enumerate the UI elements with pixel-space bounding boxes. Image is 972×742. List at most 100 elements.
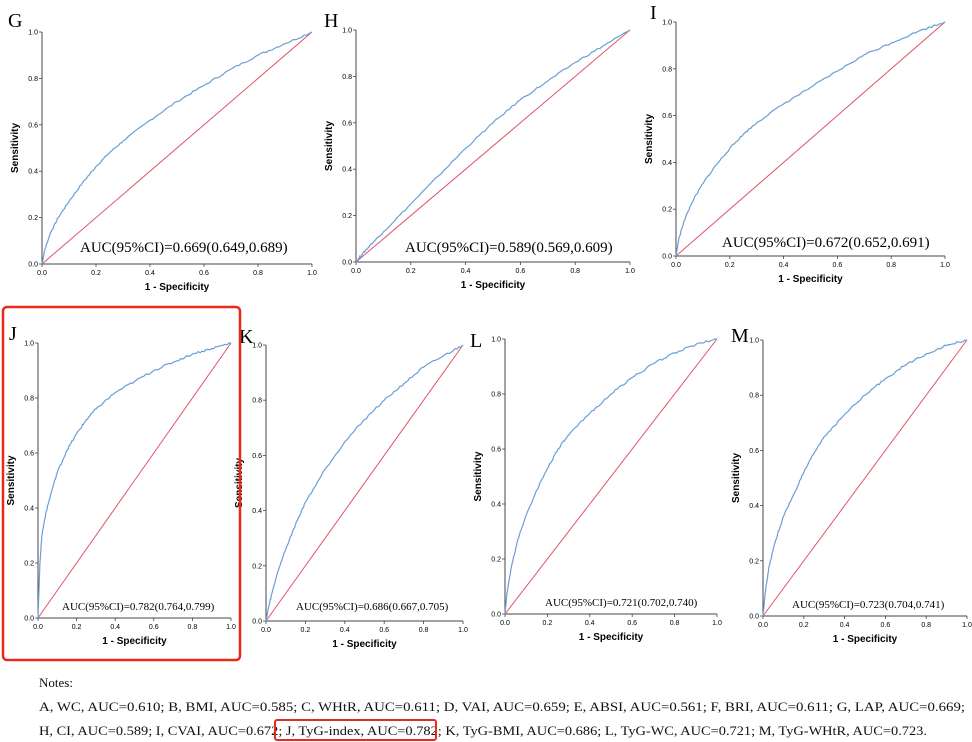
y-axis-label-j: Sensitivity [6, 455, 17, 505]
reference-line-g [41, 31, 313, 265]
x-tick-label-g: 0.4 [145, 270, 155, 277]
panel-i: I 0.0 0.2 0.4 0.6 0.8 1.0 0.0 0.2 0.4 0.6 0.8 1.0 1 -… [644, 2, 950, 285]
notes-line-2-after: K, TyG-BMI, AUC=0.686; L, TyG-WC, AUC=0.… [442, 723, 927, 738]
x-tick-label-l: 0.8 [670, 620, 680, 627]
notes-line-2-highlight: J, TyG-index, AUC=0.782; [286, 723, 442, 738]
panel-g: G 0.0 0.2 0.4 0.6 0.8 1.0 0.0 0.2 0.4 0.6 0.8 1.0 1 -… [8, 10, 317, 293]
x-tick-label-m: 1.0 [962, 622, 972, 629]
x-tick-label-l: 0.4 [585, 620, 595, 627]
notes-line-2: H, CI, AUC=0.589; I, CVAI, AUC=0.672; J,… [39, 723, 927, 738]
y-tick-label-j: 1.0 [24, 341, 34, 348]
x-tick-label-k: 0.8 [419, 627, 429, 634]
panel-k: K 0.0 0.2 0.4 0.6 0.8 1.0 0.0 0.2 0.4 0.6 0.8 1.0 1 -… [234, 326, 468, 650]
x-tick-label-j: 0.2 [72, 624, 82, 631]
reference-line-h [355, 29, 631, 263]
x-tick-label-i: 0.4 [779, 262, 789, 269]
y-tick-label-g: 0.8 [28, 76, 38, 83]
y-tick-label-g: 0.4 [28, 169, 38, 176]
x-tick-label-k: 0.6 [379, 627, 389, 634]
y-tick-label-i: 0.6 [662, 113, 672, 120]
auc-label-i: AUC(95%CI)=0.672(0.652,0.691) [722, 235, 930, 251]
x-tick-label-k: 0.0 [261, 627, 271, 634]
reference-line-m [762, 339, 968, 617]
x-tick-label-h: 0.6 [516, 268, 526, 275]
panel-m: M 0.0 0.2 0.4 0.6 0.8 1.0 0.0 0.2 0.4 0.6 0.8 1.0 1 -… [731, 325, 972, 645]
x-tick-label-g: 0.2 [91, 270, 101, 277]
x-tick-label-k: 0.2 [301, 627, 311, 634]
auc-label-h: AUC(95%CI)=0.589(0.569,0.609) [405, 240, 613, 256]
x-tick-label-h: 0.2 [406, 268, 416, 275]
x-tick-label-k: 1.0 [458, 627, 468, 634]
x-tick-label-m: 0.2 [799, 622, 809, 629]
roc-curve-k [265, 344, 464, 622]
y-tick-label-l: 0.0 [491, 612, 501, 619]
y-tick-label-g: 0.0 [28, 262, 38, 269]
x-axis-label-g: 1 - Specificity [145, 282, 210, 293]
y-tick-label-k: 0.4 [252, 508, 262, 515]
panel-letter-l: L [470, 330, 482, 352]
x-axis-label-l: 1 - Specificity [579, 632, 644, 643]
x-tick-label-j: 0.4 [110, 624, 120, 631]
x-tick-label-i: 0.2 [725, 262, 735, 269]
y-tick-label-m: 0.8 [749, 393, 759, 400]
panel-letter-m: M [731, 325, 749, 347]
panel-letter-k: K [239, 326, 254, 348]
x-tick-label-k: 0.4 [340, 627, 350, 634]
y-tick-label-g: 0.6 [28, 122, 38, 129]
roc-curve-h [356, 29, 631, 263]
auc-label-g: AUC(95%CI)=0.669(0.649,0.689) [80, 240, 288, 256]
x-axis-label-i: 1 - Specificity [778, 274, 843, 285]
roc-curve-g [41, 31, 313, 265]
y-tick-label-l: 0.8 [491, 392, 501, 399]
y-tick-label-h: 1.0 [342, 28, 352, 35]
panel-letter-j: J [9, 323, 17, 345]
x-tick-label-g: 0.8 [253, 270, 263, 277]
y-tick-label-j: 0.4 [24, 506, 34, 513]
y-tick-label-g: 0.2 [28, 215, 38, 222]
roc-curve-i [675, 21, 946, 257]
y-axis-label-h: Sensitivity [324, 121, 335, 171]
y-tick-label-h: 0.4 [342, 167, 352, 174]
x-tick-label-i: 0.0 [671, 262, 681, 269]
notes-line-1: A, WC, AUC=0.610; B, BMI, AUC=0.585; C, … [39, 699, 965, 714]
y-tick-label-i: 0.4 [662, 160, 672, 167]
y-tick-label-l: 0.2 [491, 557, 501, 564]
roc-curve-j [37, 342, 232, 619]
x-tick-label-j: 0.8 [188, 624, 198, 631]
notes-line-2-before: H, CI, AUC=0.589; I, CVAI, AUC=0.672; [39, 723, 286, 738]
x-tick-label-h: 1.0 [625, 268, 635, 275]
y-tick-label-i: 0.2 [662, 207, 672, 214]
x-tick-label-i: 0.8 [886, 262, 896, 269]
x-tick-label-m: 0.8 [921, 622, 931, 629]
x-tick-label-m: 0.0 [758, 622, 768, 629]
y-tick-label-k: 0.6 [252, 453, 262, 460]
notes-title: Notes: [39, 675, 73, 690]
y-tick-label-m: 0.0 [749, 614, 759, 621]
y-tick-label-k: 1.0 [252, 343, 262, 350]
y-tick-label-j: 0.8 [24, 396, 34, 403]
y-tick-label-i: 0.8 [662, 66, 672, 73]
panel-l: L 0.0 0.2 0.4 0.6 0.8 1.0 0.0 0.2 0.4 0.6 0.8 1.0 1 -… [470, 330, 722, 643]
y-tick-label-h: 0.8 [342, 74, 352, 81]
x-tick-label-g: 0.0 [37, 270, 47, 277]
reference-line-k [265, 344, 464, 622]
y-tick-label-m: 0.2 [749, 558, 759, 565]
panel-letter-g: G [8, 10, 22, 32]
panel-j: J 0.0 0.2 0.4 0.6 0.8 1.0 0.0 0.2 0.4 0.6 0.8 1.0 1 -… [6, 323, 236, 647]
x-tick-label-l: 0.2 [543, 620, 553, 627]
roc-curve-m [762, 339, 968, 617]
x-axis-label-k: 1 - Specificity [332, 639, 397, 650]
x-tick-label-h: 0.4 [461, 268, 471, 275]
y-tick-label-j: 0.6 [24, 451, 34, 458]
x-axis-label-j: 1 - Specificity [102, 636, 167, 647]
y-axis-label-m: Sensitivity [731, 453, 742, 503]
panel-letter-i: I [650, 2, 657, 24]
y-tick-label-m: 0.6 [749, 448, 759, 455]
auc-label-m: AUC(95%CI)=0.723(0.704,0.741) [792, 599, 945, 611]
highlight-box-notes-j [274, 719, 437, 741]
panel-letter-h: H [324, 10, 338, 32]
y-tick-label-m: 0.4 [749, 503, 759, 510]
x-tick-label-m: 0.4 [840, 622, 850, 629]
x-tick-label-h: 0.0 [351, 268, 361, 275]
